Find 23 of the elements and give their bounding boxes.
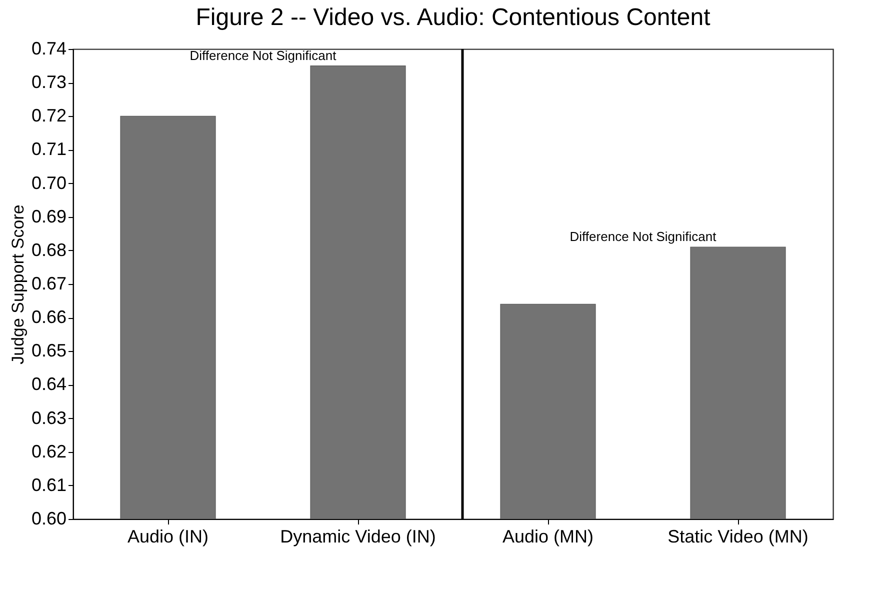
y-tick-label: 0.71 [31, 139, 66, 160]
y-tick-label: 0.61 [31, 474, 66, 495]
y-tick-label: 0.69 [31, 206, 66, 226]
y-tick-label: 0.73 [31, 72, 66, 92]
y-tick-label: 0.72 [31, 106, 66, 126]
y-tick-label: 0.70 [31, 172, 66, 193]
y-tick-label: 0.65 [31, 340, 66, 361]
x-tick-label: Dynamic Video (IN) [280, 526, 436, 546]
annotation: Difference Not Significant [570, 229, 717, 244]
chart-title: Figure 2 -- Video vs. Audio: Contentious Content [196, 4, 711, 31]
x-tick-label: Static Video (MN) [668, 526, 808, 546]
y-axis-title: Judge Support Score [8, 204, 28, 364]
x-tick-label: Audio (MN) [502, 526, 594, 546]
y-tick-label: 0.63 [31, 408, 66, 428]
y-tick-label: 0.64 [31, 374, 66, 394]
annotation: Difference Not Significant [190, 48, 337, 63]
y-tick-label: 0.74 [31, 38, 66, 58]
y-tick-label: 0.68 [31, 240, 66, 260]
y-tick-label: 0.67 [31, 274, 66, 294]
x-tick-label: Audio (IN) [127, 526, 209, 546]
y-tick-label: 0.60 [31, 508, 66, 528]
y-tick-label: 0.62 [31, 441, 66, 462]
y-tick-label: 0.66 [31, 307, 66, 328]
